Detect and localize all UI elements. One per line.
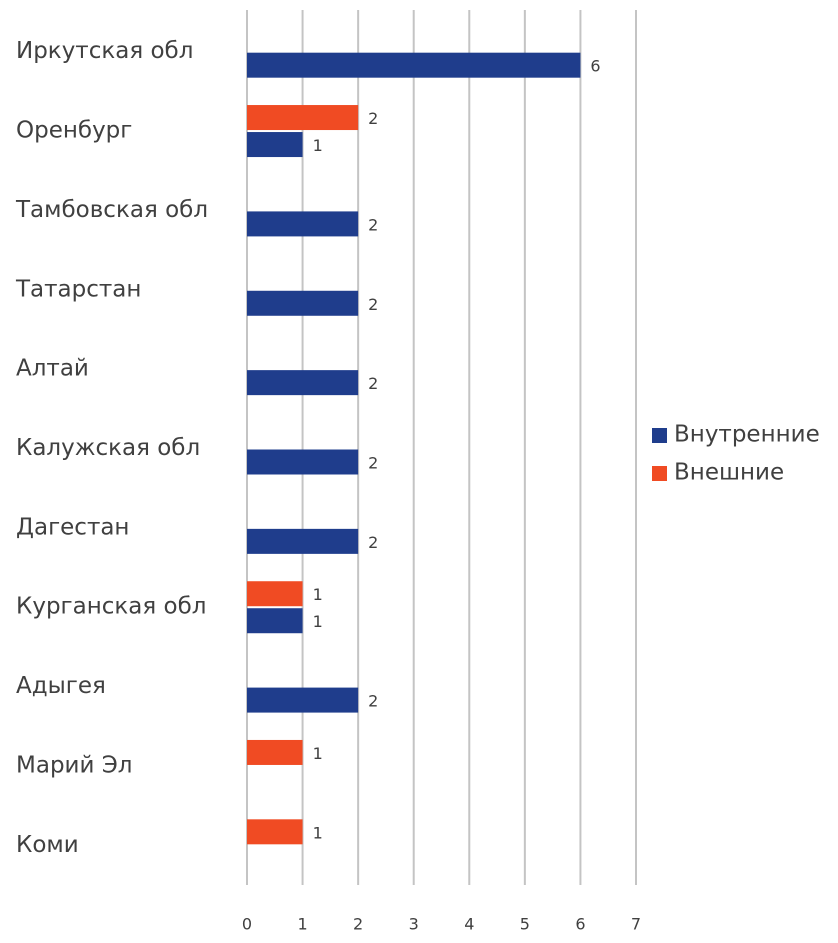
- x-tick-label: 4: [464, 915, 474, 934]
- bar: [247, 105, 359, 131]
- bar: [247, 370, 359, 396]
- data-label: 1: [313, 823, 323, 842]
- bar: [247, 449, 359, 475]
- legend-label: Внутренние: [674, 422, 820, 448]
- data-label: 6: [590, 57, 600, 76]
- data-label: 1: [313, 585, 323, 604]
- bar: [247, 739, 303, 765]
- legend-swatch: [652, 428, 667, 443]
- bar: [247, 52, 581, 78]
- x-tick-label: 6: [575, 915, 585, 934]
- bar: [247, 581, 303, 607]
- data-label: 2: [368, 295, 378, 314]
- bar: [247, 528, 359, 554]
- data-label: 1: [313, 612, 323, 631]
- y-tick-label: Иркутская обл: [16, 38, 193, 64]
- data-label: 2: [368, 454, 378, 473]
- x-tick-label: 7: [631, 915, 641, 934]
- data-label: 2: [368, 533, 378, 552]
- y-tick-label: Дагестан: [16, 514, 129, 540]
- data-label: 1: [313, 136, 323, 155]
- data-label: 1: [313, 744, 323, 763]
- x-tick-label: 1: [297, 915, 307, 934]
- x-tick-label: 3: [409, 915, 419, 934]
- y-tick-label: Коми: [16, 832, 79, 858]
- legend-label: Внешние: [674, 460, 784, 486]
- y-tick-label: Оренбург: [16, 118, 132, 144]
- y-tick-label: Татарстан: [15, 276, 141, 302]
- y-tick-label: Алтай: [16, 356, 89, 382]
- bar: [247, 290, 359, 316]
- legend-swatch: [652, 466, 667, 481]
- y-tick-label: Адыгея: [16, 673, 106, 699]
- bar: [247, 211, 359, 237]
- bar: [247, 687, 359, 713]
- data-label: 2: [368, 374, 378, 393]
- y-tick-label: Калужская обл: [16, 435, 200, 461]
- x-tick-label: 2: [353, 915, 363, 934]
- y-tick-label: Курганская обл: [16, 594, 207, 620]
- bar: [247, 608, 303, 634]
- y-tick-label: Тамбовская обл: [15, 197, 208, 223]
- y-tick-label: Марий Эл: [16, 752, 133, 778]
- bar: [247, 132, 303, 158]
- data-label: 2: [368, 692, 378, 711]
- x-tick-label: 5: [520, 915, 530, 934]
- x-tick-label: 0: [242, 915, 252, 934]
- data-label: 2: [368, 215, 378, 234]
- data-label: 2: [368, 109, 378, 128]
- bar: [247, 819, 303, 845]
